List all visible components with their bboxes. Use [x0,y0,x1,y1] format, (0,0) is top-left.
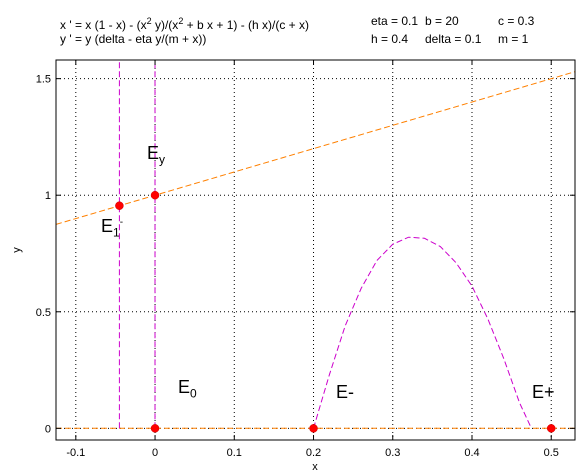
label-e-0: E0 [178,377,197,401]
x-tick-label: 0.2 [306,447,321,459]
equation-x-lhs: x ' = x (1 - x) - (x [60,18,147,32]
axis-ticks: -0.1 0 0.1 0.2 0.3 0.4 0.5 0 0.5 1 1.5 [36,60,575,459]
equation-x-rest: + b x + 1) - (h x)/(c + x) [183,18,310,32]
x-tick-label: 0.5 [544,447,559,459]
param-eta: eta = 0.1 [371,14,419,28]
plot-area [56,60,575,440]
label-e-y: Ey [147,143,166,167]
equilibrium-point [546,424,556,433]
equilibrium-point [150,190,160,200]
equilibrium-point [150,424,160,433]
equilibrium-point [115,201,124,210]
plot-frame [55,59,576,441]
equilibrium-point [309,424,318,433]
x-tick-label: 0 [152,447,158,459]
x-tick-label: 0.4 [464,447,479,459]
y-tick-label: 0 [45,423,51,435]
y-tick-label: 0.5 [36,307,51,319]
nullclines [55,60,576,429]
param-m: m = 1 [498,32,529,46]
param-h: h = 0.4 [371,32,409,46]
nullcline-4 [313,236,532,429]
equilibrium-points [115,190,556,433]
label-e-1-minus: E1- [101,216,124,240]
x-tick-label: -0.1 [66,447,85,459]
nullcline-0 [55,71,576,225]
label-e-minus: E- [336,382,354,402]
equation-y-prime: y ' = y (delta - eta y/(m + x)) [60,32,207,46]
param-b: b = 20 [425,14,459,28]
equation-x-prime: x ' = x (1 - x) - (x2 y)/(x2 + b x + 1) … [60,14,309,32]
y-axis-label: y [11,247,23,253]
equation-x-mid: y)/(x [151,18,179,32]
equation-x-sup2: 2 [178,16,184,26]
x-tick-label: 0.3 [385,447,400,459]
x-axis-label: x [312,461,318,473]
param-delta: delta = 0.1 [425,32,482,46]
x-tick-label: 0.1 [227,447,242,459]
param-c: c = 0.3 [498,14,535,28]
y-tick-label: 1.5 [36,74,51,86]
equation-x-sup1: 2 [146,16,152,26]
label-e-plus: E+ [532,382,555,402]
y-tick-label: 1 [45,190,51,202]
